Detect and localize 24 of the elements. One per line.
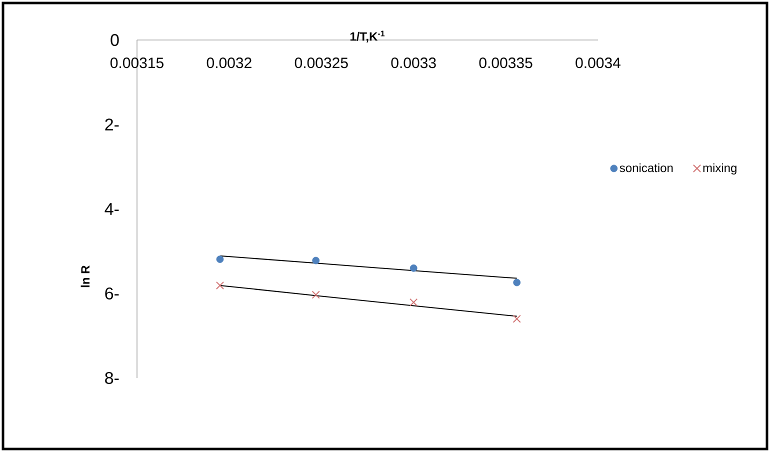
x-axis-title: 1/T,K$^{-1}$ xyxy=(350,30,385,42)
legend-label: sonication xyxy=(620,163,673,172)
point xyxy=(410,264,418,272)
x-tick-label: 0.00315 xyxy=(110,58,164,68)
point xyxy=(312,256,320,264)
x-tick-label: 0.00325 xyxy=(294,58,348,68)
point xyxy=(216,281,224,290)
y-tick-label: 2- xyxy=(105,118,119,130)
point xyxy=(410,298,418,306)
x-tick-label: 0.0034 xyxy=(576,58,620,68)
x-tick-label: 0.0032 xyxy=(206,58,252,68)
y-tick-label: 6- xyxy=(105,287,119,300)
point xyxy=(216,256,224,263)
x-tick-label: 0.0033 xyxy=(391,58,436,68)
line-series xyxy=(219,284,518,317)
y-tick-label: 4- xyxy=(104,203,119,215)
x-tick-label: 0.00335 xyxy=(479,58,532,68)
point xyxy=(513,278,521,286)
point xyxy=(312,290,320,299)
y-axis-title: ln R xyxy=(80,266,90,288)
y-tick-label: 0 xyxy=(110,34,119,46)
point xyxy=(512,314,521,323)
y-tick-label: 8- xyxy=(105,372,119,384)
legend-label: mixing xyxy=(703,163,736,175)
